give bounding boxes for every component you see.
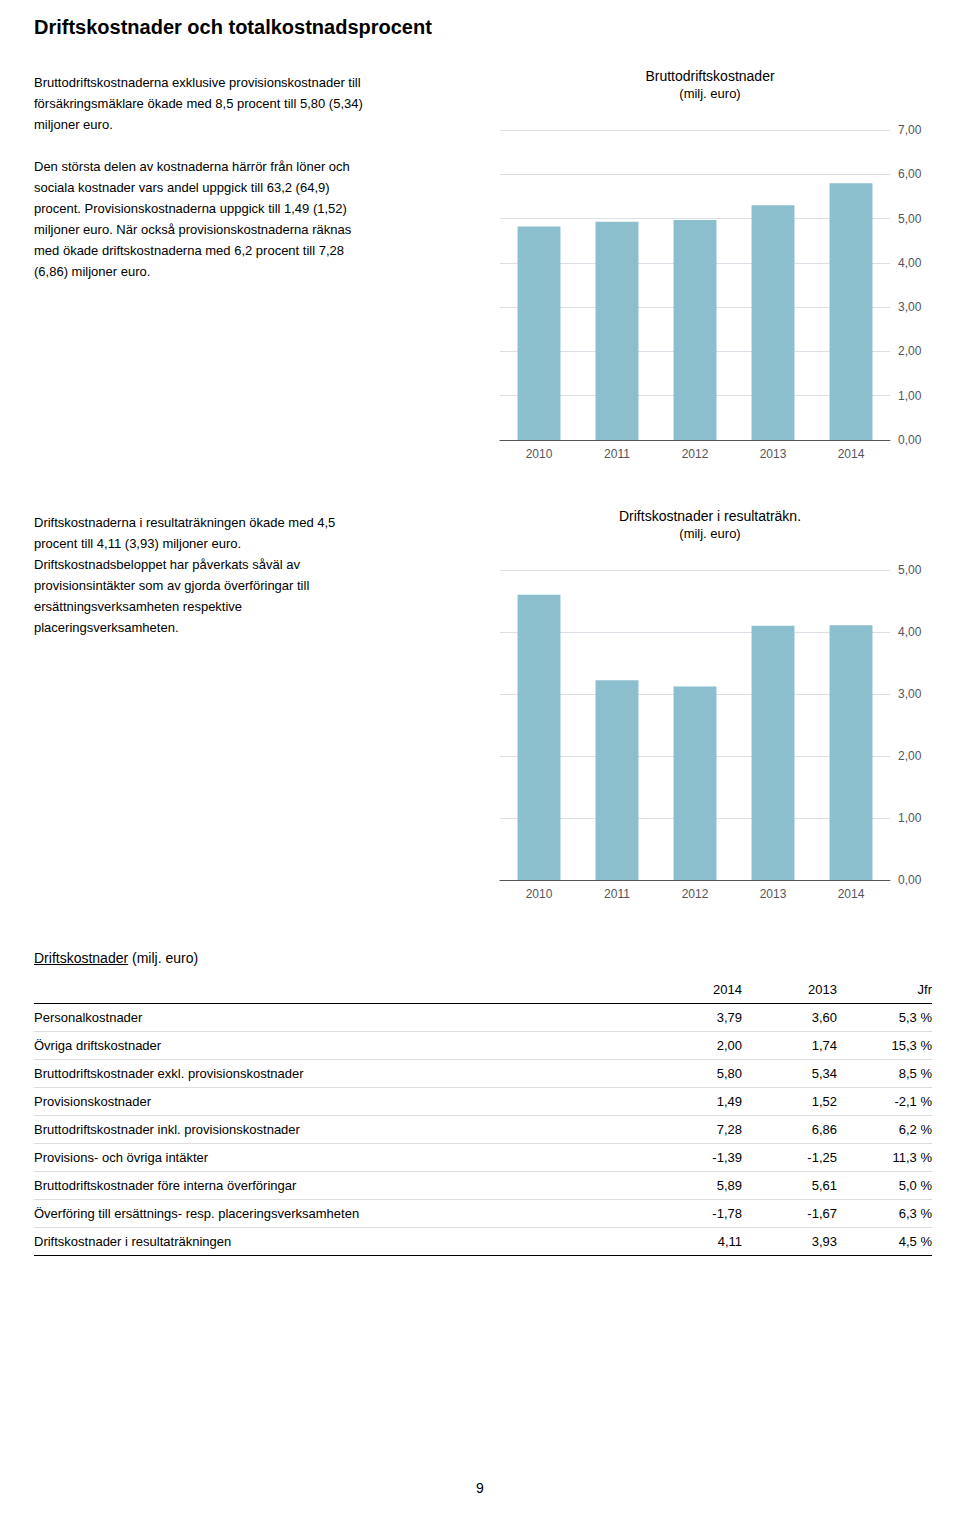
html-text:provisionsintäkter som av gjor: provisionsintäkter som av gjorda överför… (34, 578, 310, 593)
svg-text:3,00: 3,00 (898, 687, 922, 701)
html-text:(6,86) miljoner euro.: (6,86) miljoner euro. (34, 264, 151, 279)
svg-text:6,00: 6,00 (898, 167, 922, 181)
svg-text:2013: 2013 (760, 887, 787, 901)
html-text:5,34: 5,34 (811, 1066, 837, 1081)
html-text:1,52: 1,52 (811, 1094, 837, 1109)
svg-text:3,00: 3,00 (898, 300, 922, 314)
svg-text:2011: 2011 (604, 887, 630, 901)
html-text:6,2 %: 6,2 % (898, 1122, 932, 1137)
svg-text:4,00: 4,00 (898, 256, 922, 270)
svg-text:2014: 2014 (838, 887, 865, 901)
html-text:placeringsverksamheten.: placeringsverksamheten. (34, 620, 179, 635)
html-text:Övriga driftskostnader: Övriga driftskostnader (34, 1038, 162, 1053)
svg-text:2,00: 2,00 (898, 749, 922, 763)
svg-text:4,00: 4,00 (898, 625, 922, 639)
html-text:-1,67: -1,67 (807, 1206, 837, 1221)
html-text:1,49: 1,49 (716, 1094, 742, 1109)
html-text:-1,39: -1,39 (712, 1150, 742, 1165)
html-text:Driftskostnader i resultaträkn: Driftskostnader i resultaträkningen (34, 1234, 232, 1249)
html-text:Provisions- och övriga intäkte: Provisions- och övriga intäkter (34, 1150, 209, 1165)
html-text:9: 9 (476, 1480, 484, 1496)
svg-text:0,00: 0,00 (898, 873, 922, 887)
html-text:miljoner euro. När också provi: miljoner euro. När också provisionskostn… (34, 222, 352, 237)
svg-text:0,00: 0,00 (898, 433, 922, 447)
html-text:-1,78: -1,78 (712, 1206, 742, 1221)
svg-text:5,00: 5,00 (898, 563, 922, 577)
html-text:Den största delen av kostnader: Den största delen av kostnaderna härrör … (34, 159, 350, 174)
html-text:5,0 %: 5,0 % (898, 1178, 932, 1193)
html-text:ersättningsverksamheten respek: ersättningsverksamheten respektive (34, 599, 243, 614)
html-text:procent. Provisionskostnaderna: procent. Provisionskostnaderna uppgick t… (34, 201, 347, 216)
html-text:1,74: 1,74 (811, 1038, 837, 1053)
html-text:2013: 2013 (808, 982, 837, 997)
html-text:-2,1 %: -2,1 % (894, 1094, 932, 1109)
svg-text:(milj. euro): (milj. euro) (679, 526, 740, 541)
html-text:Bruttodriftskostnader exkl. pr: Bruttodriftskostnader exkl. provisionsko… (34, 1066, 304, 1081)
html-text:5,80: 5,80 (716, 1066, 742, 1081)
html-text:11,3 %: 11,3 % (892, 1150, 932, 1165)
html-text:Driftskostnaderna i resultaträ: Driftskostnaderna i resultaträkningen ök… (34, 515, 336, 530)
svg-text:5,00: 5,00 (898, 212, 922, 226)
svg-text:2012: 2012 (682, 887, 709, 901)
svg-text:2012: 2012 (682, 447, 709, 461)
svg-text:Driftskostnader i resultaträkn: Driftskostnader i resultaträkn. (619, 508, 801, 524)
html-text:procent till 4,11 (3,93) miljo: procent till 4,11 (3,93) miljoner euro. (34, 536, 242, 551)
html-text:3,93: 3,93 (811, 1234, 837, 1249)
html-text:Bruttodriftskostnader inkl. pr: Bruttodriftskostnader inkl. provisionsko… (34, 1122, 300, 1137)
html-text:försäkringsmäklare ökade med 8: försäkringsmäklare ökade med 8,5 procent… (34, 96, 363, 111)
html-text:5,89: 5,89 (716, 1178, 742, 1193)
html-text:2014: 2014 (713, 982, 742, 997)
svg-text:1,00: 1,00 (898, 389, 922, 403)
html-text:6,3 %: 6,3 % (898, 1206, 932, 1221)
svg-text:2,00: 2,00 (898, 344, 922, 358)
svg-text:Bruttodriftskostnader: Bruttodriftskostnader (645, 68, 775, 84)
html-text:4,5 %: 4,5 % (898, 1234, 932, 1249)
svg-text:2013: 2013 (760, 447, 787, 461)
html-text:8,5 %: 8,5 % (898, 1066, 932, 1081)
html-text:sociala kostnader vars andel u: sociala kostnader vars andel uppgick til… (34, 180, 330, 195)
svg-text:2010: 2010 (526, 447, 553, 461)
svg-text:2010: 2010 (526, 887, 553, 901)
html-text:7,28: 7,28 (716, 1122, 742, 1137)
html-text:Bruttodriftskostnader före int: Bruttodriftskostnader före interna överf… (34, 1178, 297, 1193)
html-text:Bruttodriftskostnaderna exklus: Bruttodriftskostnaderna exklusive provis… (34, 75, 361, 90)
html-text:Driftskostnader (milj. euro): Driftskostnader (milj. euro) (34, 950, 199, 966)
svg-text:1,00: 1,00 (898, 811, 922, 825)
html-text:-1,25: -1,25 (807, 1150, 837, 1165)
html-text:4,11: 4,11 (717, 1234, 742, 1249)
svg-text:2014: 2014 (838, 447, 865, 461)
html-text:Driftskostnader och totalkostn: Driftskostnader och totalkostnadsprocent (34, 16, 432, 38)
html-text:5,61: 5,61 (811, 1178, 837, 1193)
html-text:6,86: 6,86 (811, 1122, 837, 1137)
html-text:3,79: 3,79 (716, 1010, 742, 1025)
svg-text:7,00: 7,00 (898, 123, 922, 137)
html-text:miljoner euro.: miljoner euro. (34, 117, 113, 132)
html-text:2,00: 2,00 (716, 1038, 742, 1053)
html-text:Provisionskostnader: Provisionskostnader (34, 1094, 152, 1109)
html-text:med ökade driftskostnaderna me: med ökade driftskostnaderna med 6,2 proc… (34, 243, 344, 258)
svg-text:(milj. euro): (milj. euro) (679, 86, 740, 101)
html-text:5,3 %: 5,3 % (898, 1010, 932, 1025)
html-text:Personalkostnader: Personalkostnader (34, 1010, 143, 1025)
html-text:15,3 %: 15,3 % (891, 1038, 932, 1053)
html-text:Jfr: Jfr (917, 982, 932, 997)
html-text:Överföring till ersättnings- r: Överföring till ersättnings- resp. place… (34, 1206, 360, 1221)
svg-text:2011: 2011 (604, 447, 630, 461)
html-text:3,60: 3,60 (811, 1010, 837, 1025)
html-text:Driftskostnadsbeloppet har påv: Driftskostnadsbeloppet har påverkats såv… (34, 557, 300, 572)
